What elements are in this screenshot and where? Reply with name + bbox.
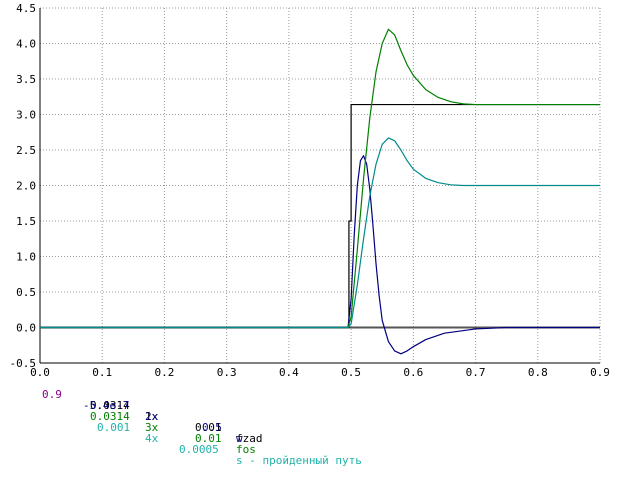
cursor-value: 0.9 [42,388,62,401]
x-tick-label: 0.6 [403,366,423,378]
x-tick-label: 0.4 [279,366,299,378]
x-tick-label: 0.5 [341,366,361,378]
x-tick-label: 0.8 [528,366,548,378]
y-tick-label: 0.0 [16,322,36,335]
legend-row-2: -5.4e-7 2x 0.5 w [0,389,618,444]
legend-row-4: 0.001 4x 0.0005 s - пройденный путь [0,411,618,466]
legend: 0.9 0.0314 1x 0.01 fzad -5.4e-7 2x 0.5 w… [0,378,618,466]
legend-name-2: w [236,432,243,445]
y-tick-label: -0.5 [10,357,37,370]
y-tick-label: 1.5 [16,215,36,228]
x-tick-label: 0.7 [466,366,486,378]
y-tick-label: 1.0 [16,251,36,264]
y-tick-label: 3.5 [16,73,36,86]
legend-row-3: 0.0314 3x 0.01 fos [0,400,618,455]
legend-scale-1: 1x [145,410,159,423]
x-tick-label: 0.9 [590,366,610,378]
x-tick-label: 0.2 [155,366,175,378]
legend-name-4: s - пройденный путь [236,454,362,467]
legend-scale-4: 4x [145,432,159,445]
series-line-3 [40,28,600,329]
series-line-1 [40,103,600,329]
legend-name-3: fos [236,443,256,456]
legend-scale-2: 2x [145,410,159,423]
data-series [40,28,600,355]
legend-step-4: 0.0005 [179,443,219,456]
chart-plot: 0.0 0.1 0.2 0.3 0.4 0.5 0.6 0.7 0.8 0.9-0.50.00.5… [10,2,610,378]
series-line-2 [40,155,600,355]
y-tick-label: 4.5 [16,2,36,15]
y-tick-label: 2.5 [16,144,36,157]
legend-value-3: 0.0314 [90,410,130,423]
x-tick-label: 0.3 [217,366,237,378]
y-tick-label: 3.0 [16,109,36,122]
legend-row-1: 0.9 0.0314 1x 0.01 fzad [0,378,618,444]
tick-labels: 0.0 0.1 0.2 0.3 0.4 0.5 0.6 0.7 0.8 0.9-0.50.00.5… [10,2,610,378]
y-tick-label: 0.5 [16,286,36,299]
legend-step-3: 0.01 [195,432,222,445]
legend-value-2: -5.4e-7 [83,399,130,412]
y-tick-label: 4.0 [16,38,36,51]
legend-value-1: 0.0314 [90,399,130,412]
y-tick-label: 2.0 [16,180,36,193]
x-tick-label: 0.1 [92,366,112,378]
x-tick-label: 0.0 [30,366,50,378]
series-line-4 [40,137,600,329]
